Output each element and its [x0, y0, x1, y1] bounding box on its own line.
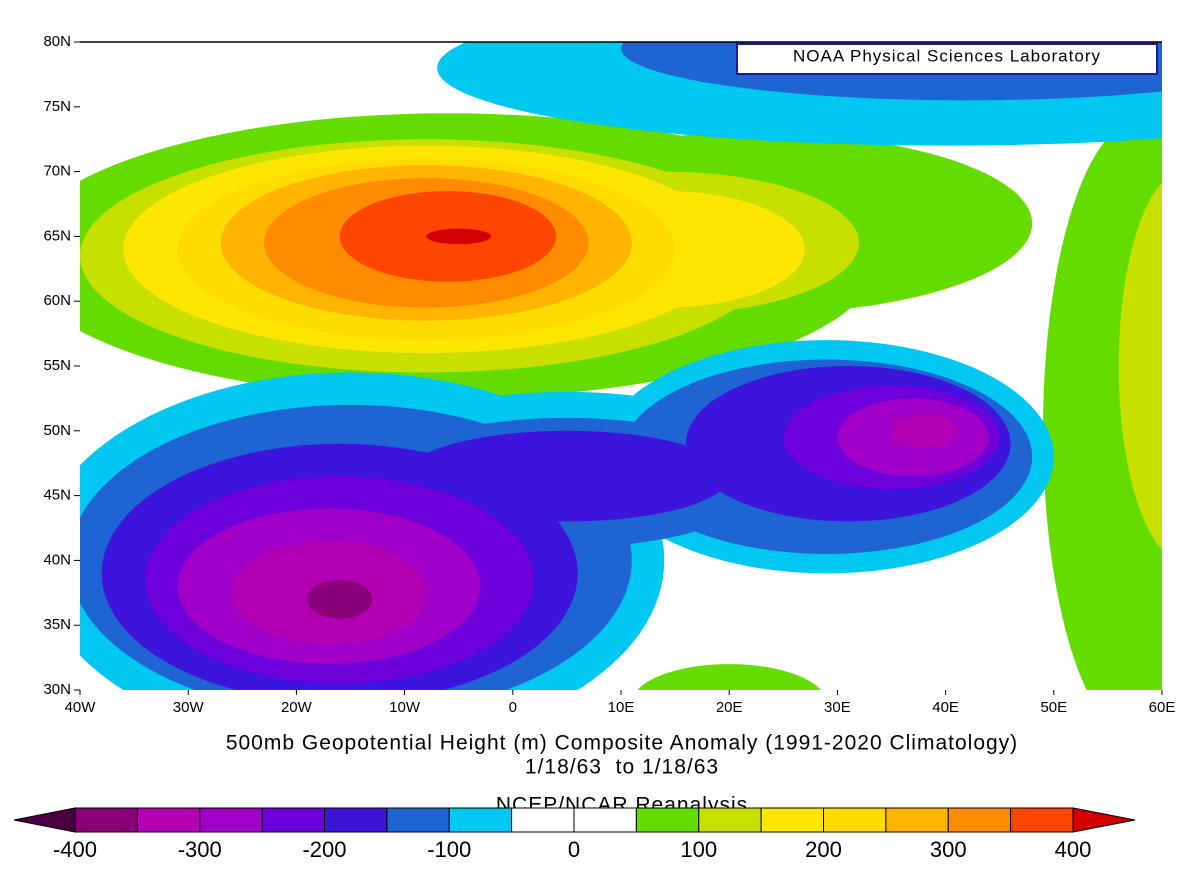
colorbar-box: [324, 807, 388, 833]
y-tick-label: 35N: [43, 616, 71, 633]
colorbar-label: 100: [680, 837, 717, 862]
colorbar-box: [1010, 807, 1074, 833]
x-tick-label: 40W: [65, 699, 97, 716]
colorbar-box: [698, 807, 762, 833]
y-tick-label: 55N: [43, 357, 71, 374]
colorbar-box: [947, 807, 1012, 833]
colorbar-box: [199, 807, 263, 833]
anomaly-contour: [307, 579, 373, 619]
x-tick-label: 30E: [824, 699, 851, 716]
colorbar-box: [823, 807, 887, 833]
colorbar-box: [760, 807, 824, 833]
colorbar-box: [136, 807, 201, 833]
y-tick-label: 60N: [43, 292, 71, 309]
anomaly-contour: [426, 228, 492, 245]
colorbar-box: [448, 807, 513, 833]
colorbar-box: [885, 807, 949, 833]
colorbar-label: 200: [805, 837, 842, 862]
credit: NOAA Physical Sciences Laboratory: [793, 46, 1101, 65]
colorbar-under: [13, 807, 76, 833]
anomaly-contour: [637, 664, 821, 690]
title: 500mb Geopotential Height (m) Composite …: [226, 732, 1018, 755]
x-tick-label: 20E: [716, 699, 743, 716]
subtitle: 1/18/63 to 1/18/63: [525, 756, 719, 779]
anomaly-field: [80, 42, 1162, 690]
y-tick-label: 75N: [43, 98, 71, 115]
colorbar-label: -200: [302, 837, 346, 862]
y-tick-label: 30N: [43, 681, 71, 698]
y-tick-label: 50N: [43, 422, 71, 439]
x-tick-label: 60E: [1149, 699, 1176, 716]
y-tick-label: 80N: [43, 33, 71, 50]
colorbar-label: -300: [178, 837, 222, 862]
colorbar-label: -100: [427, 837, 471, 862]
colorbar-label: 400: [1055, 837, 1092, 862]
y-tick-label: 70N: [43, 163, 71, 180]
x-tick-label: 30W: [173, 699, 205, 716]
x-tick-label: 50E: [1040, 699, 1067, 716]
colorbar-box: [635, 807, 700, 833]
credit-box: [736, 43, 1158, 75]
colorbar-box: [386, 807, 450, 833]
anomaly-contour: [891, 413, 957, 448]
x-tick-label: 40E: [932, 699, 959, 716]
x-tick-label: 10E: [608, 699, 635, 716]
y-tick-label: 65N: [43, 227, 71, 244]
y-tick-label: 45N: [43, 487, 71, 504]
x-tick-label: 10W: [389, 699, 421, 716]
colorbar-label: 0: [568, 837, 580, 862]
colorbar-box: [74, 807, 138, 833]
y-tick-label: 40N: [43, 551, 71, 568]
colorbar-label: 300: [930, 837, 967, 862]
anomaly-contour: [1043, 119, 1162, 690]
x-tick-label: 0: [509, 699, 517, 716]
anomaly-contour: [404, 430, 730, 522]
anomaly-contour: [1118, 182, 1162, 550]
colorbar-over: [1072, 807, 1136, 833]
colorbar-label: -400: [53, 837, 97, 862]
colorbar-box: [573, 807, 637, 833]
x-tick-label: 20W: [281, 699, 313, 716]
colorbar-box: [511, 807, 575, 833]
colorbar-box: [261, 807, 325, 833]
